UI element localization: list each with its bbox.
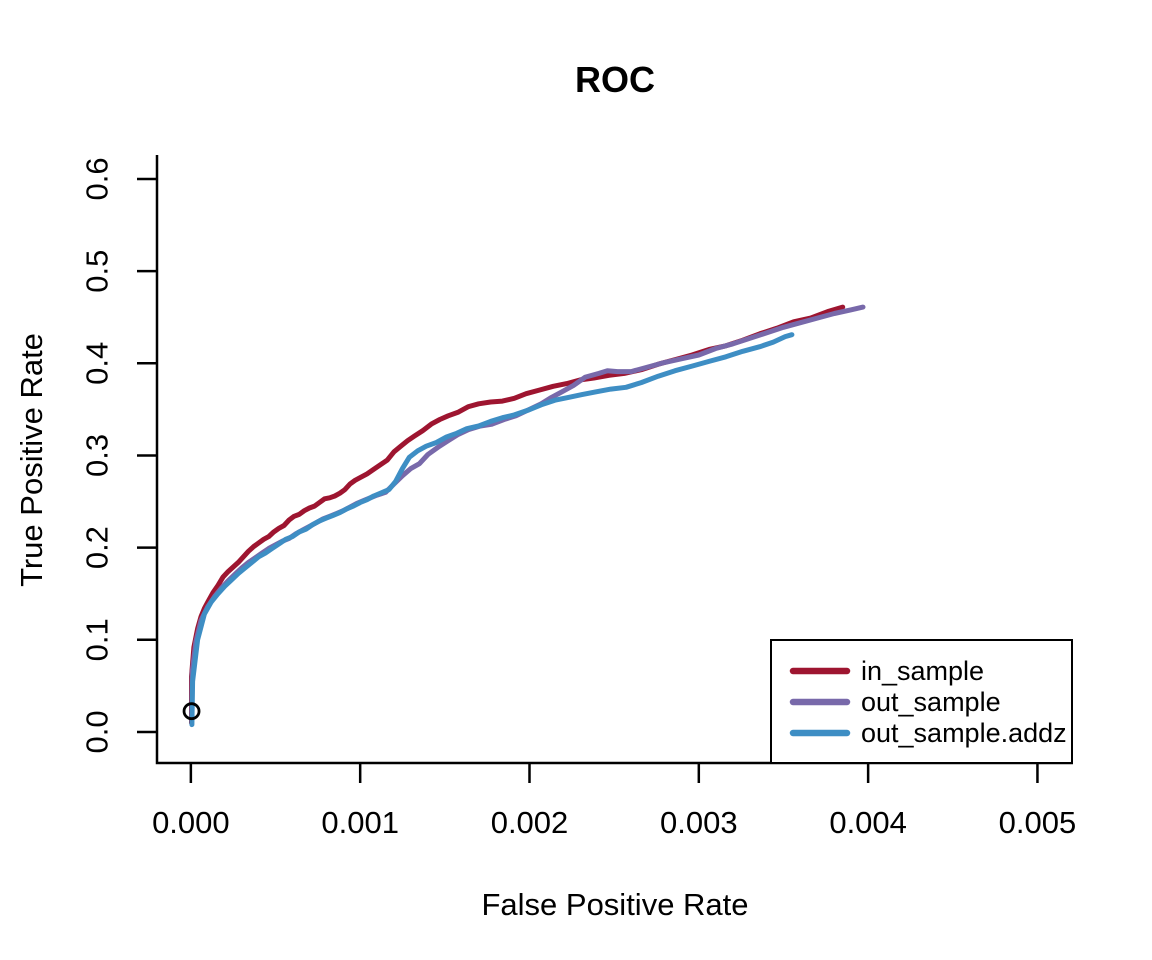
y-tick-label: 0.1 xyxy=(80,618,115,661)
x-tick-label: 0.003 xyxy=(660,805,738,840)
x-tick-label: 0.000 xyxy=(152,805,230,840)
legend-label-in_sample: in_sample xyxy=(861,656,984,686)
y-tick-label: 0.3 xyxy=(80,434,115,477)
y-axis-title: True Positive Rate xyxy=(14,333,49,587)
y-tick-label: 0.0 xyxy=(80,710,115,753)
axis-lines xyxy=(155,155,1073,765)
y-tick-label: 0.5 xyxy=(80,250,115,293)
roc-curves xyxy=(189,304,866,728)
x-tick-label: 0.001 xyxy=(321,805,399,840)
roc-curve-out_sample.addz xyxy=(189,332,795,728)
x-tick-label: 0.004 xyxy=(829,805,907,840)
chart-title: ROC xyxy=(575,59,655,100)
x-axis-title: False Positive Rate xyxy=(481,887,748,922)
axes: 0.000 0.001 0.002 0.003 0.004 0.005 0.0 0.1 0.2 0… xyxy=(80,155,1077,840)
x-tick-label: 0.002 xyxy=(491,805,569,840)
x-tick-label: 0.005 xyxy=(999,805,1077,840)
legend-label-out_sample: out_sample xyxy=(861,687,1001,717)
legend-label-out_sample.addz: out_sample.addz xyxy=(861,718,1067,748)
origin-circle-marker xyxy=(182,702,201,721)
y-tick-label: 0.6 xyxy=(80,157,115,200)
y-tick-label: 0.2 xyxy=(80,526,115,569)
y-tick-label: 0.4 xyxy=(80,342,115,385)
origin-marker xyxy=(182,702,201,721)
